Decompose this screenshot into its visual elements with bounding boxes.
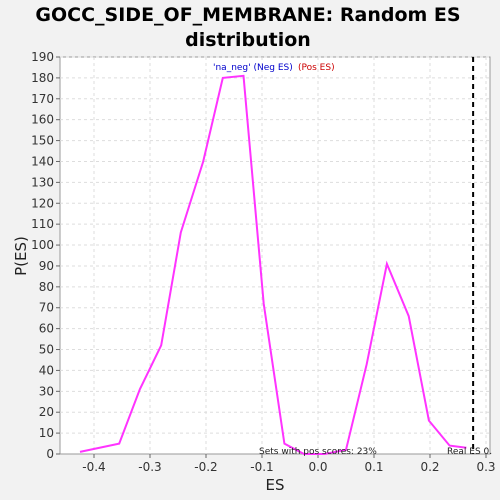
y-tick-label: 110	[31, 217, 54, 231]
legend-neg: 'na_neg' (Neg ES)	[213, 63, 293, 73]
series-line	[79, 74, 467, 455]
y-tick-label: 120	[31, 196, 54, 210]
y-tick-label: 150	[31, 134, 54, 148]
y-axis-label: P(ES)	[12, 236, 30, 276]
y-tick-label: 90	[39, 259, 54, 273]
x-axis-ticks: -0.4 -0.3 -0.2 -0.1 0.0 0.1 0.2 0.3	[82, 454, 496, 474]
y-tick-label: 70	[39, 301, 54, 315]
y-axis-ticks: 0 10 20 30 40 50 60 70 80 90 100 110 120 130 140 150 160…	[31, 50, 60, 461]
y-tick-label: 10	[39, 426, 54, 440]
y-tick-label: 180	[31, 71, 54, 85]
chart-title-line1: GOCC_SIDE_OF_MEMBRANE: Random ES	[35, 4, 460, 26]
y-tick-label: 0	[46, 447, 54, 461]
x-tick-label: -0.3	[138, 460, 161, 474]
x-tick-label: -0.4	[82, 460, 105, 474]
y-tick-label: 160	[31, 113, 54, 127]
x-tick-label: -0.2	[194, 460, 217, 474]
y-tick-label: 30	[39, 384, 54, 398]
x-axis-label: ES	[266, 476, 285, 494]
chart-title-line2: distribution	[185, 29, 311, 51]
y-tick-label: 130	[31, 175, 54, 189]
y-tick-label: 140	[31, 154, 54, 168]
grid	[60, 56, 490, 454]
plot-area	[59, 56, 491, 455]
y-tick-label: 50	[39, 343, 54, 357]
sets-pos-annotation: Sets with pos scores: 23%	[259, 447, 377, 457]
x-tick-label: 0.3	[476, 460, 495, 474]
x-tick-label: 0.1	[364, 460, 383, 474]
y-tick-label: 40	[39, 363, 54, 377]
y-tick-label: 20	[39, 405, 54, 419]
y-tick-label: 170	[31, 92, 54, 106]
legend-pos: (Pos ES)	[298, 63, 335, 73]
real-es-label: Real ES 0.	[447, 447, 492, 457]
x-tick-label: -0.1	[250, 460, 273, 474]
x-tick-label: 0.0	[308, 460, 327, 474]
y-tick-label: 60	[39, 322, 54, 336]
y-tick-label: 100	[31, 238, 54, 252]
y-tick-label: 190	[31, 50, 54, 64]
x-tick-label: 0.2	[420, 460, 439, 474]
y-tick-label: 80	[39, 280, 54, 294]
